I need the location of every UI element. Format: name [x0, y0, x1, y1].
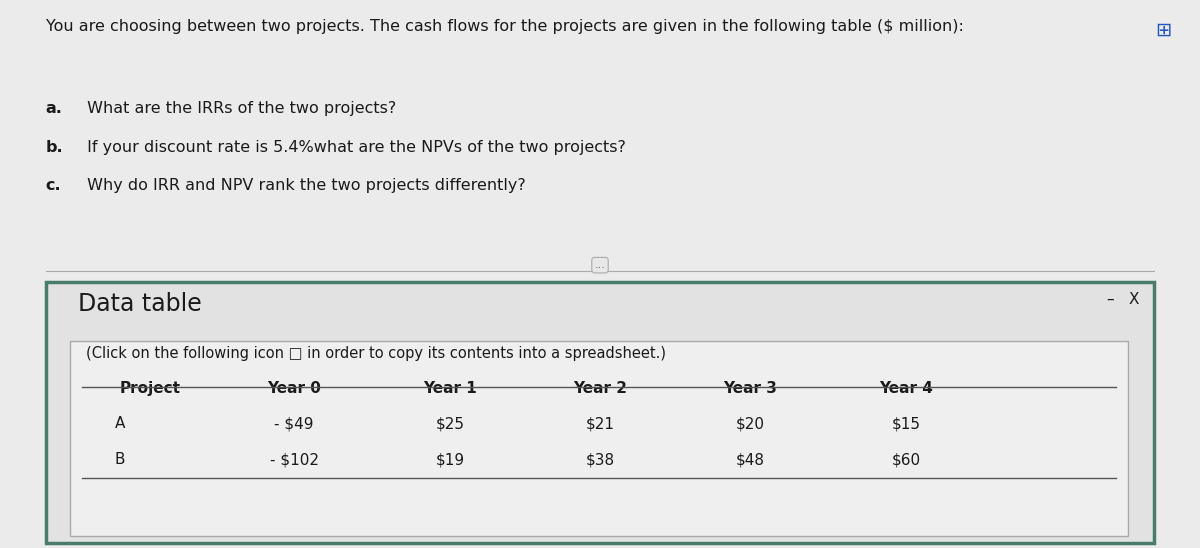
Text: What are the IRRs of the two projects?: What are the IRRs of the two projects?	[82, 101, 396, 116]
Text: If your discount rate is 5.4%what are the NPVs of the two projects?: If your discount rate is 5.4%what are th…	[82, 140, 625, 155]
Text: - $49: - $49	[275, 416, 313, 431]
Text: Year 0: Year 0	[268, 381, 320, 396]
Text: $48: $48	[736, 452, 764, 467]
Text: ⊞: ⊞	[1156, 21, 1172, 40]
Text: Year 3: Year 3	[724, 381, 776, 396]
Text: $38: $38	[586, 452, 614, 467]
Text: $21: $21	[586, 416, 614, 431]
Text: X: X	[1129, 292, 1139, 306]
Text: Year 4: Year 4	[880, 381, 932, 396]
Text: b.: b.	[46, 140, 64, 155]
Text: $60: $60	[892, 452, 920, 467]
Text: $19: $19	[436, 452, 464, 467]
Text: a.: a.	[46, 101, 62, 116]
Text: B: B	[115, 452, 125, 467]
Text: c.: c.	[46, 178, 61, 193]
Text: Why do IRR and NPV rank the two projects differently?: Why do IRR and NPV rank the two projects…	[82, 178, 526, 193]
Text: $15: $15	[892, 416, 920, 431]
FancyBboxPatch shape	[46, 282, 1154, 543]
Text: Data table: Data table	[78, 292, 202, 316]
Text: Year 2: Year 2	[574, 381, 628, 396]
Text: –: –	[1106, 292, 1114, 306]
Text: Year 1: Year 1	[424, 381, 476, 396]
Text: (Click on the following icon □ in order to copy its contents into a spreadsheet.: (Click on the following icon □ in order …	[86, 346, 666, 361]
Text: You are choosing between two projects. The cash flows for the projects are given: You are choosing between two projects. T…	[46, 19, 964, 34]
Text: $20: $20	[736, 416, 764, 431]
FancyBboxPatch shape	[70, 341, 1128, 536]
Text: $25: $25	[436, 416, 464, 431]
Text: Project: Project	[120, 381, 181, 396]
Text: - $102: - $102	[270, 452, 318, 467]
Text: ...: ...	[594, 260, 606, 270]
Text: A: A	[115, 416, 125, 431]
